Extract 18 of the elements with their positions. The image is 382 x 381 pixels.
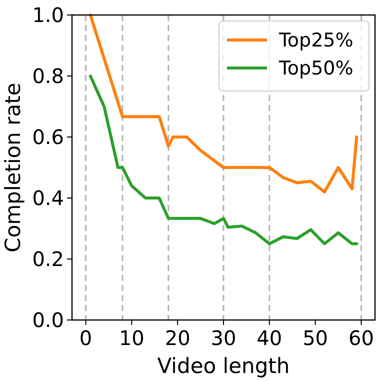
x-axis-title: Video length: [157, 354, 290, 378]
x-tick-label: 10: [118, 326, 144, 350]
x-tick-label: 50: [302, 326, 328, 350]
y-tick-label: 0.8: [32, 64, 64, 88]
legend-label: Top25%: [278, 30, 354, 52]
x-tick-label: 40: [256, 326, 282, 350]
x-tick-label: 30: [210, 326, 236, 350]
y-tick-label: 1.0: [32, 3, 64, 27]
y-axis-title: Completion rate: [1, 82, 25, 252]
x-tick-label: 60: [348, 326, 374, 350]
y-tick-label: 0.4: [32, 186, 64, 210]
legend-label: Top50%: [278, 58, 354, 80]
y-tick-label: 0.2: [32, 247, 64, 271]
line-series: [88, 14, 358, 194]
y-tick-label: 0.0: [32, 308, 64, 332]
x-tick-label: 20: [164, 326, 190, 350]
x-tick-label: 0: [79, 326, 92, 350]
y-tick-label: 0.6: [32, 125, 64, 149]
